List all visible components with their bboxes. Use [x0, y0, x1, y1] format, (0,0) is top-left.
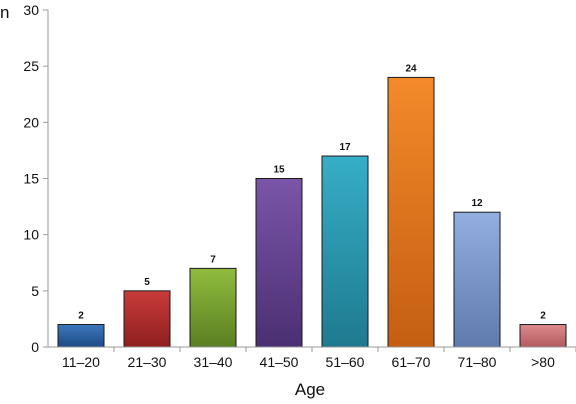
data-label: 17 [339, 142, 351, 153]
y-tick-label: 25 [23, 58, 39, 74]
y-tick-label: 5 [31, 283, 39, 299]
bar [387, 76, 435, 348]
data-label: 24 [405, 63, 417, 74]
bars [57, 76, 567, 348]
bar [453, 211, 501, 348]
x-tick-label: 41–50 [260, 354, 299, 370]
data-label: 7 [210, 254, 216, 265]
x-tick-label: 51–60 [326, 354, 365, 370]
y-tick-label: 15 [23, 171, 39, 187]
bar [123, 290, 171, 348]
y-tick-label: 10 [23, 227, 39, 243]
y-axis-ticks: 0 5 10 15 20 25 30 [23, 2, 48, 355]
x-tick-label: 31–40 [194, 354, 233, 370]
y-tick-label: 30 [23, 2, 39, 18]
bar [519, 324, 567, 348]
data-label: 2 [540, 311, 546, 322]
y-tick-label: 0 [31, 339, 39, 355]
data-label: 15 [273, 165, 285, 176]
bar [255, 178, 303, 348]
x-tick-label: 61–70 [392, 354, 431, 370]
bar [189, 267, 237, 348]
x-tick-label: 11–20 [62, 354, 100, 370]
x-tick-label: 21–30 [128, 354, 167, 370]
bar [57, 324, 105, 348]
data-label: 12 [471, 198, 483, 209]
bar [321, 155, 369, 348]
y-axis-title: n [0, 3, 9, 22]
y-tick-label: 20 [23, 114, 39, 130]
data-label: 5 [144, 277, 150, 288]
data-labels: 2 5 7 15 17 24 12 2 [78, 63, 546, 321]
x-axis-ticks: 11–20 21–30 31–40 41–50 51–60 61–70 71–80 >80 [62, 347, 576, 370]
x-tick-label: >80 [531, 354, 555, 370]
data-label: 2 [78, 311, 84, 322]
x-axis-title: Age [295, 380, 325, 399]
x-tick-label: 71–80 [458, 354, 497, 370]
